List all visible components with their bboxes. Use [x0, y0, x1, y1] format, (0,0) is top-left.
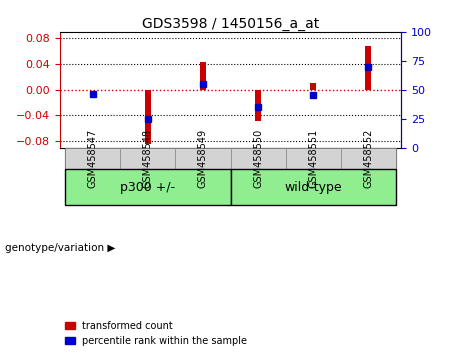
- Text: GSM458547: GSM458547: [88, 129, 98, 188]
- Bar: [120, 148, 176, 170]
- Text: GSM458551: GSM458551: [308, 129, 318, 188]
- Text: GSM458552: GSM458552: [363, 129, 373, 188]
- Bar: [310, 83, 316, 90]
- Bar: [230, 170, 396, 205]
- Bar: [145, 90, 151, 144]
- Title: GDS3598 / 1450156_a_at: GDS3598 / 1450156_a_at: [142, 17, 319, 31]
- Bar: [65, 170, 230, 205]
- Bar: [365, 46, 372, 90]
- Bar: [176, 148, 230, 170]
- Text: genotype/variation ▶: genotype/variation ▶: [5, 243, 115, 253]
- Text: GSM458549: GSM458549: [198, 129, 208, 188]
- Text: wild-type: wild-type: [284, 181, 342, 194]
- Bar: [341, 148, 396, 170]
- Bar: [200, 62, 206, 90]
- Bar: [65, 148, 396, 170]
- Text: GSM458550: GSM458550: [253, 129, 263, 188]
- Legend: transformed count, percentile rank within the sample: transformed count, percentile rank withi…: [65, 321, 247, 346]
- Text: GSM458548: GSM458548: [143, 129, 153, 188]
- Bar: [230, 148, 285, 170]
- Bar: [285, 148, 341, 170]
- Bar: [255, 90, 261, 120]
- Text: p300 +/-: p300 +/-: [120, 181, 176, 194]
- Bar: [65, 148, 120, 170]
